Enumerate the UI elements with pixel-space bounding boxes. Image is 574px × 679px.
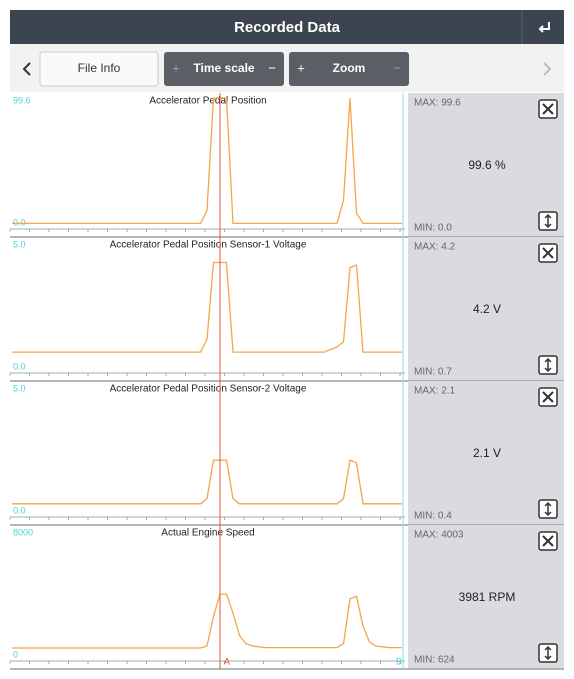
current-value: 4.2 V xyxy=(473,302,501,316)
chart-title: Actual Engine Speed xyxy=(161,528,254,539)
expand-icon xyxy=(544,645,552,661)
time-scale-label: Time scale xyxy=(193,61,254,75)
line-series xyxy=(12,593,402,649)
line-series xyxy=(12,261,402,353)
y-tick-label: 0.0 xyxy=(13,217,26,227)
side-panel xyxy=(408,525,564,669)
y-tick-label: 8000 xyxy=(13,527,33,537)
y-tick-label: 5.0 xyxy=(13,383,26,393)
chart-title: Accelerator Pedal Position Sensor-2 Volt… xyxy=(110,384,307,395)
close-icon xyxy=(542,247,554,259)
expand-icon xyxy=(544,357,552,373)
minus[interactable]: − xyxy=(268,60,276,75)
y-tick-label: 5.0 xyxy=(13,239,26,249)
current-value: 3981 RPM xyxy=(459,590,516,604)
zoom-label: Zoom xyxy=(333,61,366,75)
max-label: MAX: 99.6 xyxy=(414,98,461,109)
min-label: MIN: 0.4 xyxy=(414,511,452,522)
current-value: 99.6 % xyxy=(468,158,506,172)
next-button[interactable] xyxy=(543,62,552,76)
max-label: MAX: 4003 xyxy=(414,530,464,541)
header-title: Recorded Data xyxy=(234,19,341,36)
close-icon xyxy=(542,103,554,115)
cursor-a-label: A xyxy=(224,656,230,666)
prev-button[interactable] xyxy=(22,62,31,76)
file-info-label: File Info xyxy=(78,61,121,75)
y-tick-label: 0.0 xyxy=(13,361,26,371)
close-icon xyxy=(542,391,554,403)
side-panel xyxy=(408,93,564,237)
max-label: MAX: 4.2 xyxy=(414,242,456,253)
minus[interactable]: − xyxy=(393,60,401,75)
current-value: 2.1 V xyxy=(473,446,501,460)
min-label: MIN: 624 xyxy=(414,655,455,666)
expand-icon xyxy=(544,213,552,229)
chart-title: Accelerator Pedal Position Sensor-1 Volt… xyxy=(110,240,307,251)
time-scale-button[interactable] xyxy=(164,52,284,86)
min-label: MIN: 0.0 xyxy=(414,223,452,234)
back-button[interactable] xyxy=(538,22,550,33)
y-tick-label: 0 xyxy=(13,649,18,659)
y-tick-label: 0.0 xyxy=(13,505,26,515)
side-panel xyxy=(408,237,564,381)
cursor-b-label: B xyxy=(396,656,402,666)
line-series xyxy=(12,97,402,225)
line-series xyxy=(12,459,402,505)
expand-icon xyxy=(544,501,552,517)
side-panel xyxy=(408,381,564,525)
file-info-button[interactable] xyxy=(39,51,159,87)
min-label: MIN: 0.7 xyxy=(414,367,452,378)
close-icon xyxy=(542,535,554,547)
header-bar xyxy=(10,10,564,44)
y-tick-label: 99.6 xyxy=(13,95,31,105)
max-label: MAX: 2.1 xyxy=(414,386,456,397)
zoom-button[interactable] xyxy=(289,52,409,86)
chart-title: Accelerator Pedal Position xyxy=(149,96,266,107)
plus[interactable]: + xyxy=(172,60,180,75)
plus[interactable]: + xyxy=(297,60,305,75)
